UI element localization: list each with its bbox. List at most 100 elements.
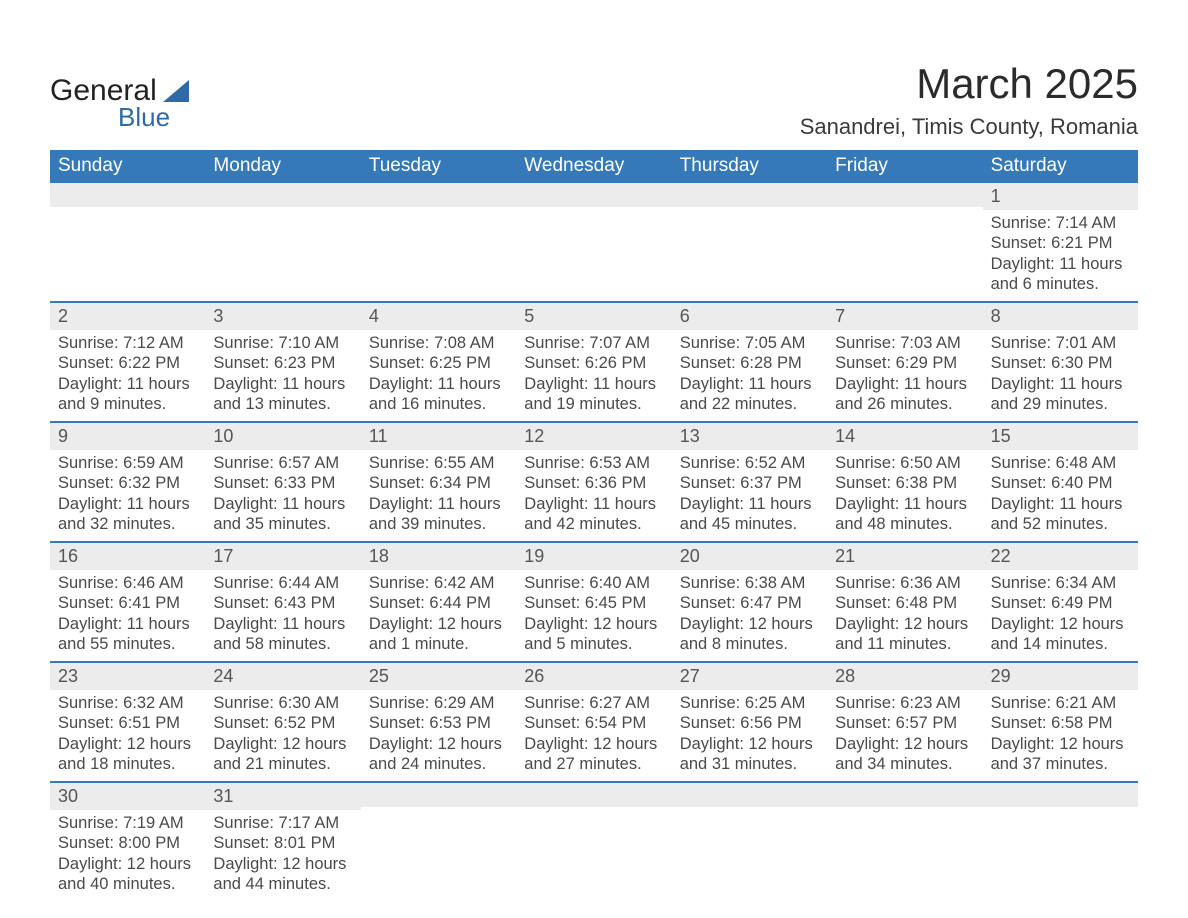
calendar-cell — [361, 183, 516, 301]
sunset-text: Sunset: 6:29 PM — [835, 353, 974, 374]
sunset-text: Sunset: 6:54 PM — [524, 713, 663, 734]
calendar-cell — [361, 783, 516, 901]
day-number — [672, 183, 827, 207]
calendar-cell — [983, 783, 1138, 901]
daylight-text: Daylight: 12 hours and 44 minutes. — [213, 854, 352, 895]
sunset-text: Sunset: 6:32 PM — [58, 473, 197, 494]
calendar-cell — [672, 783, 827, 901]
sunset-text: Sunset: 6:44 PM — [369, 593, 508, 614]
sunset-text: Sunset: 6:33 PM — [213, 473, 352, 494]
calendar-week-row: 9Sunrise: 6:59 AMSunset: 6:32 PMDaylight… — [50, 423, 1138, 543]
day-header-saturday: Saturday — [983, 150, 1138, 183]
daylight-text: Daylight: 12 hours and 24 minutes. — [369, 734, 508, 775]
day-number: 28 — [827, 663, 982, 690]
logo-triangle-icon — [163, 80, 189, 102]
calendar-cell: 21Sunrise: 6:36 AMSunset: 6:48 PMDayligh… — [827, 543, 982, 661]
day-number: 15 — [983, 423, 1138, 450]
day-number — [361, 783, 516, 807]
daylight-text: Daylight: 11 hours and 19 minutes. — [524, 374, 663, 415]
sunrise-text: Sunrise: 7:19 AM — [58, 813, 197, 834]
day-header-friday: Friday — [827, 150, 982, 183]
calendar-cell: 8Sunrise: 7:01 AMSunset: 6:30 PMDaylight… — [983, 303, 1138, 421]
day-header-monday: Monday — [205, 150, 360, 183]
calendar-cell: 7Sunrise: 7:03 AMSunset: 6:29 PMDaylight… — [827, 303, 982, 421]
sunset-text: Sunset: 6:26 PM — [524, 353, 663, 374]
calendar-cell: 26Sunrise: 6:27 AMSunset: 6:54 PMDayligh… — [516, 663, 671, 781]
sunset-text: Sunset: 8:00 PM — [58, 833, 197, 854]
sunset-text: Sunset: 6:57 PM — [835, 713, 974, 734]
sunset-text: Sunset: 6:41 PM — [58, 593, 197, 614]
daylight-text: Daylight: 12 hours and 40 minutes. — [58, 854, 197, 895]
calendar-week-row: 1Sunrise: 7:14 AMSunset: 6:21 PMDaylight… — [50, 183, 1138, 303]
day-header-thursday: Thursday — [672, 150, 827, 183]
sunset-text: Sunset: 6:28 PM — [680, 353, 819, 374]
sunset-text: Sunset: 6:22 PM — [58, 353, 197, 374]
calendar-cell: 25Sunrise: 6:29 AMSunset: 6:53 PMDayligh… — [361, 663, 516, 781]
sunrise-text: Sunrise: 6:42 AM — [369, 573, 508, 594]
calendar-cell: 9Sunrise: 6:59 AMSunset: 6:32 PMDaylight… — [50, 423, 205, 541]
sunset-text: Sunset: 6:58 PM — [991, 713, 1130, 734]
sunrise-text: Sunrise: 6:53 AM — [524, 453, 663, 474]
calendar-weeks-container: 1Sunrise: 7:14 AMSunset: 6:21 PMDaylight… — [50, 183, 1138, 901]
day-number: 17 — [205, 543, 360, 570]
daylight-text: Daylight: 12 hours and 14 minutes. — [991, 614, 1130, 655]
day-number: 7 — [827, 303, 982, 330]
calendar-cell: 1Sunrise: 7:14 AMSunset: 6:21 PMDaylight… — [983, 183, 1138, 301]
sunrise-text: Sunrise: 6:57 AM — [213, 453, 352, 474]
sunrise-text: Sunrise: 7:03 AM — [835, 333, 974, 354]
sunrise-text: Sunrise: 6:23 AM — [835, 693, 974, 714]
sunrise-text: Sunrise: 6:21 AM — [991, 693, 1130, 714]
sunset-text: Sunset: 6:48 PM — [835, 593, 974, 614]
day-number: 18 — [361, 543, 516, 570]
sunset-text: Sunset: 6:45 PM — [524, 593, 663, 614]
calendar-cell: 22Sunrise: 6:34 AMSunset: 6:49 PMDayligh… — [983, 543, 1138, 661]
day-number: 19 — [516, 543, 671, 570]
daylight-text: Daylight: 11 hours and 45 minutes. — [680, 494, 819, 535]
calendar-cell — [672, 183, 827, 301]
day-number: 1 — [983, 183, 1138, 210]
day-number — [516, 183, 671, 207]
day-number — [205, 183, 360, 207]
daylight-text: Daylight: 12 hours and 11 minutes. — [835, 614, 974, 655]
calendar-cell: 23Sunrise: 6:32 AMSunset: 6:51 PMDayligh… — [50, 663, 205, 781]
day-number: 16 — [50, 543, 205, 570]
day-number: 13 — [672, 423, 827, 450]
day-number: 9 — [50, 423, 205, 450]
sunset-text: Sunset: 6:21 PM — [991, 233, 1130, 254]
calendar-cell: 24Sunrise: 6:30 AMSunset: 6:52 PMDayligh… — [205, 663, 360, 781]
calendar-cell: 3Sunrise: 7:10 AMSunset: 6:23 PMDaylight… — [205, 303, 360, 421]
daylight-text: Daylight: 11 hours and 32 minutes. — [58, 494, 197, 535]
daylight-text: Daylight: 11 hours and 52 minutes. — [991, 494, 1130, 535]
sunrise-text: Sunrise: 7:12 AM — [58, 333, 197, 354]
sunrise-text: Sunrise: 6:27 AM — [524, 693, 663, 714]
day-number: 27 — [672, 663, 827, 690]
sunrise-text: Sunrise: 6:46 AM — [58, 573, 197, 594]
day-number: 11 — [361, 423, 516, 450]
sunrise-text: Sunrise: 6:52 AM — [680, 453, 819, 474]
calendar-cell: 28 Sunrise: 6:23 AMSunset: 6:57 PMDayligh… — [827, 663, 982, 781]
logo-word-blue: Blue — [118, 102, 189, 133]
sunrise-text: Sunrise: 6:55 AM — [369, 453, 508, 474]
sunset-text: Sunset: 6:40 PM — [991, 473, 1130, 494]
daylight-text: Daylight: 11 hours and 42 minutes. — [524, 494, 663, 535]
calendar-cell: 12Sunrise: 6:53 AMSunset: 6:36 PMDayligh… — [516, 423, 671, 541]
calendar-week-row: 2Sunrise: 7:12 AMSunset: 6:22 PMDaylight… — [50, 303, 1138, 423]
day-number — [516, 783, 671, 807]
day-number: 6 — [672, 303, 827, 330]
sunrise-text: Sunrise: 7:17 AM — [213, 813, 352, 834]
sunrise-text: Sunrise: 7:07 AM — [524, 333, 663, 354]
sunset-text: Sunset: 6:56 PM — [680, 713, 819, 734]
sunset-text: Sunset: 8:01 PM — [213, 833, 352, 854]
daylight-text: Daylight: 12 hours and 34 minutes. — [835, 734, 974, 775]
title-block: March 2025 Sanandrei, Timis County, Roma… — [800, 60, 1138, 140]
month-title: March 2025 — [800, 60, 1138, 108]
page-header: General Blue March 2025 Sanandrei, Timis… — [50, 60, 1138, 140]
calendar-cell — [516, 783, 671, 901]
calendar-cell: 20Sunrise: 6:38 AMSunset: 6:47 PMDayligh… — [672, 543, 827, 661]
daylight-text: Daylight: 12 hours and 21 minutes. — [213, 734, 352, 775]
day-number: 25 — [361, 663, 516, 690]
day-number — [361, 183, 516, 207]
day-number: 21 — [827, 543, 982, 570]
daylight-text: Daylight: 12 hours and 5 minutes. — [524, 614, 663, 655]
day-number — [827, 183, 982, 207]
